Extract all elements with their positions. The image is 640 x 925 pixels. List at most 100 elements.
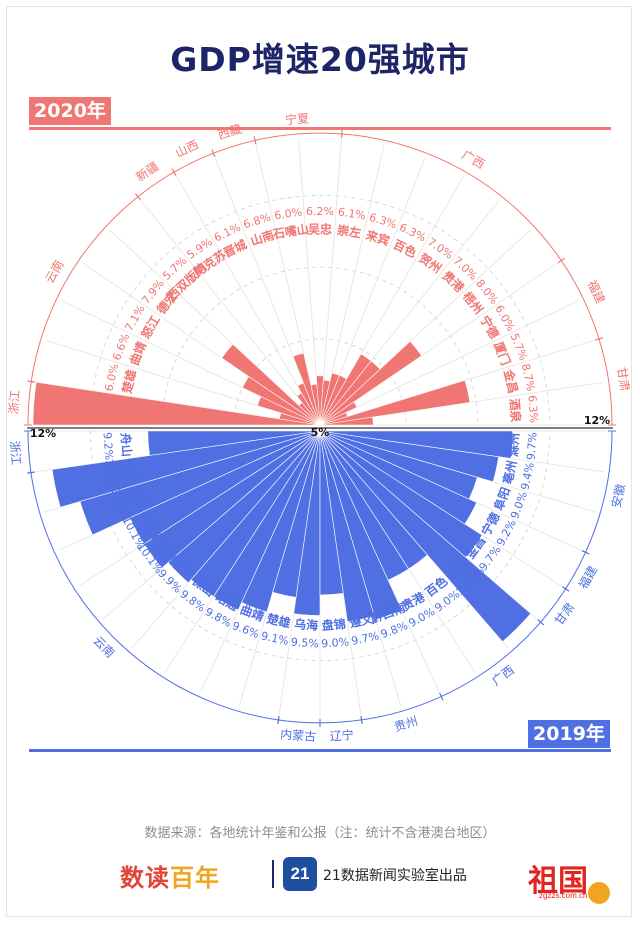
- series-2020-region-label: 甘肃: [614, 366, 631, 392]
- footer-divider: [272, 860, 274, 888]
- series-2020-category-label: 来宾: [363, 227, 391, 249]
- page-title: GDP增速20强城市: [170, 40, 470, 79]
- series-2019-region-tick: [537, 619, 545, 626]
- series-2019-region-tick: [26, 471, 36, 474]
- series-2019-category-label: 遵义: [348, 610, 376, 630]
- series-2020-bar-19: [319, 379, 471, 426]
- grid-circle-top-2: [90, 195, 550, 426]
- series-2019-bar-17: [319, 430, 483, 558]
- series-2019-value-label: 9.8%: [379, 619, 410, 641]
- series-2020-value-label: 8.7%: [519, 362, 538, 392]
- series-2020-bar-16: [319, 340, 423, 426]
- series-2019-region-label: 云南: [91, 633, 119, 661]
- source-note: 数据来源：各地统计年鉴和公报（注：统计不含港澳台地区）: [144, 826, 496, 841]
- series-2020-category-label: 舟山: [116, 398, 133, 423]
- series-2020-region-tick: [171, 168, 177, 176]
- series-2019-region-label: 广西: [489, 663, 517, 689]
- series-2019-category-label: 楚雄: [264, 610, 292, 630]
- series-2019-region-label: 浙江: [7, 440, 23, 465]
- series-2020-outer-arc: [27, 132, 613, 426]
- series-2019-bar-13: [319, 430, 403, 621]
- series-2019-value-label: 9.2%: [101, 432, 116, 461]
- series-2020-value-label: 6.1%: [337, 205, 367, 222]
- year-2019-tag: 2019年: [528, 720, 610, 748]
- series-2019-bar-16: [319, 430, 532, 643]
- series-2020-spoke-7: [176, 176, 321, 426]
- series-2020-category-label: 山南: [249, 227, 276, 248]
- brand-logo-text: 数读百年: [120, 858, 220, 893]
- series-2019-region-tick: [439, 692, 444, 701]
- series-2020-value-label: 6.0%: [102, 362, 121, 392]
- brand-logo-year: 百年: [170, 864, 220, 892]
- series-2020-value-label: 6.2%: [306, 205, 334, 218]
- grid-circle-top-1: [161, 266, 479, 426]
- series-2020-bar-10: [316, 375, 324, 426]
- series-2019-bar-4: [143, 430, 321, 569]
- series-2020-category-label: 楚雄: [119, 368, 139, 396]
- year-2019-rule: [29, 749, 611, 752]
- series-2020-region-tick: [557, 257, 565, 264]
- series-2020-category-label: 吴忠: [308, 222, 332, 237]
- series-2019-bar-10: [293, 430, 321, 616]
- series-2019-region-label: 内蒙古: [280, 726, 317, 744]
- series-2019-bar-1: [51, 430, 321, 508]
- series-2020-bar-20: [319, 416, 374, 426]
- series-2020-region-tick: [253, 136, 257, 145]
- series-2020-region-tick: [211, 149, 216, 158]
- series-2019-region-label: 福建: [575, 563, 600, 591]
- series-2020-category-label: 厦门: [491, 339, 514, 367]
- series-2020-region-label: 浙江: [6, 390, 22, 415]
- series-2019-value-label: 9.1%: [260, 629, 290, 648]
- series-2020-category-label: 酒泉: [507, 398, 524, 424]
- series-2020-region-label: 福建: [585, 278, 609, 306]
- series-2020-region-tick: [595, 337, 603, 341]
- series-2019-category-label: 亳州: [500, 459, 520, 486]
- publisher-logo: 21: [283, 857, 317, 891]
- series-2019-value-label: 9.4%: [518, 461, 537, 491]
- series-2019-bar-5: [167, 430, 321, 584]
- series-2019-bar-18: [319, 430, 478, 525]
- series-2019-value-label: 9.5%: [290, 635, 319, 650]
- series-2020-category-label: 崇左: [336, 222, 362, 240]
- watermark-url: zgzzs.com.cn: [539, 891, 588, 900]
- series-2020-region-label: 云南: [42, 257, 67, 285]
- axis-max-label-right: 12%: [584, 414, 610, 427]
- series-2020-value-label: 6.0%: [273, 205, 303, 222]
- series-2020-category-label: 石嘴山: [271, 221, 310, 241]
- series-2019-value-label: 9.0%: [508, 490, 530, 521]
- series-2019-value-label: 9.6%: [230, 619, 261, 641]
- series-2020-value-label: 12%: [100, 396, 115, 421]
- series-2019-bar-8: [241, 430, 321, 613]
- series-2019-region-label: 甘肃: [552, 600, 578, 628]
- series-2019-category-label: 盘锦: [321, 616, 346, 633]
- series-2019-category-label: 乌海: [294, 616, 319, 633]
- series-2019-region-tick: [562, 586, 570, 592]
- series-2020-value-label: 6.3%: [525, 395, 540, 424]
- series-2020-spoke-6: [140, 200, 321, 426]
- year-2020-rule: [29, 127, 611, 130]
- series-2020-region-tick: [27, 380, 36, 383]
- series-2020-region-tick: [341, 129, 343, 138]
- series-2019-value-label: 9.0%: [321, 635, 350, 650]
- series-2019-region-tick: [277, 715, 280, 725]
- series-2019-category-label: 滁州: [505, 432, 522, 457]
- axis-center-label: 5%: [311, 426, 330, 439]
- series-2020-region-label: 西藏: [216, 122, 243, 142]
- watermark-logo-emblem: [586, 880, 612, 906]
- series-2020-region-label: 新疆: [133, 158, 161, 184]
- series-2019-category-label: 遵庆: [121, 459, 141, 486]
- series-2019-category-label: 阜阳: [491, 485, 513, 513]
- series-2019-region-label: 安徽: [608, 483, 628, 510]
- series-2019-category-label: 舟山: [118, 432, 135, 457]
- series-2019-bar-2: [79, 430, 321, 536]
- series-2020-category-label: 曲靖: [126, 339, 149, 367]
- publisher-credit: 21数据新闻实验室出品: [323, 868, 467, 884]
- series-2019-region-label: 贵州: [393, 714, 420, 734]
- series-2019-region-tick: [360, 715, 363, 725]
- series-2019-bar-7: [213, 430, 321, 611]
- watermark-logo: 祖国: [528, 864, 588, 899]
- brand-logo-prefix: 数读: [120, 864, 170, 892]
- series-2020-bar-0: [32, 381, 321, 426]
